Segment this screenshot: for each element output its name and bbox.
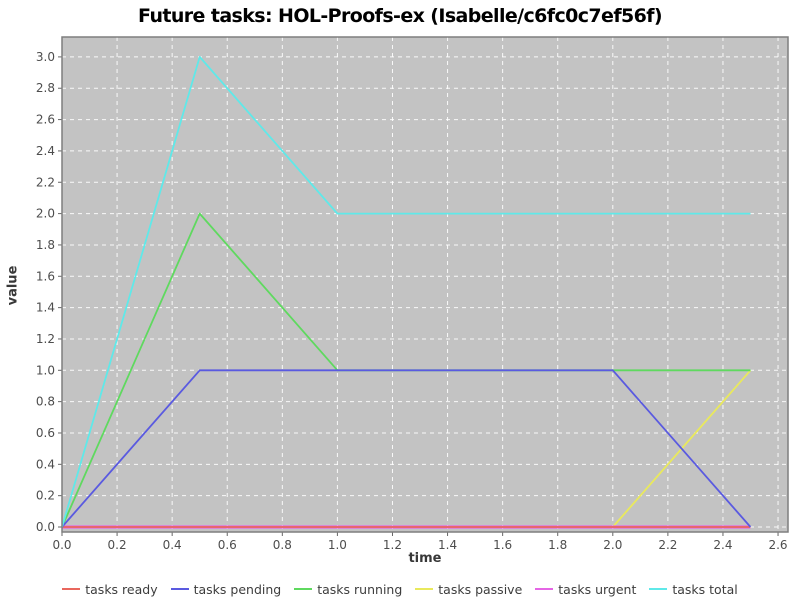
x-axis-label: time xyxy=(408,551,442,566)
y-axis-label: value xyxy=(5,265,21,306)
chart-title: Future tasks: HOL-Proofs-ex (Isabelle/c6… xyxy=(138,5,663,27)
y-tick-label: 1.0 xyxy=(36,363,55,377)
legend-item-tasks-passive: tasks passive xyxy=(415,582,522,597)
x-tick-label: 0.0 xyxy=(52,538,71,552)
y-tick-label: 0.8 xyxy=(36,395,55,409)
y-tick-label: 1.8 xyxy=(36,238,55,252)
legend-label: tasks pending xyxy=(193,581,282,597)
x-tick-label: 0.2 xyxy=(108,538,127,552)
y-tick-label: 0.6 xyxy=(36,426,55,440)
legend-swatch xyxy=(535,588,554,590)
legend-label: tasks passive xyxy=(438,581,523,597)
y-tick-label: 2.4 xyxy=(36,144,55,158)
x-tick-label: 2.2 xyxy=(658,538,677,552)
x-tick-label: 2.0 xyxy=(603,538,622,552)
x-tick-label: 2.6 xyxy=(768,538,787,552)
series-line-tasks-total xyxy=(61,56,751,528)
legend-item-tasks-pending: tasks pending xyxy=(170,581,282,597)
x-tick-label: 0.8 xyxy=(273,538,292,552)
plot-border xyxy=(61,36,789,533)
legend-item-tasks-running: tasks running xyxy=(294,582,402,597)
x-tick-label: 1.0 xyxy=(328,538,347,552)
legend-swatch xyxy=(62,588,81,590)
x-tick-label: 0.6 xyxy=(218,538,237,552)
y-tick-label: 2.2 xyxy=(36,175,55,189)
x-tick-label: 0.4 xyxy=(163,538,182,552)
x-tick-label: 1.6 xyxy=(493,538,512,552)
y-tick-label: 0.4 xyxy=(36,457,55,471)
y-tick-label: 2.0 xyxy=(36,207,55,221)
legend-item-tasks-total: tasks total xyxy=(649,581,738,597)
series-line-tasks-pending xyxy=(61,369,752,528)
legend-swatch xyxy=(649,588,668,590)
legend-item-tasks-urgent: tasks urgent xyxy=(535,582,636,597)
legend-swatch xyxy=(170,588,189,590)
x-tick-label: 1.4 xyxy=(438,538,457,552)
plot-background xyxy=(62,37,788,532)
y-tick-label: 0.2 xyxy=(36,489,55,503)
y-tick-label: 3.0 xyxy=(36,50,55,64)
legend-label: tasks total xyxy=(672,581,738,597)
x-tick-label: 2.4 xyxy=(713,538,732,552)
y-tick-label: 0.0 xyxy=(36,520,55,534)
legend-swatch xyxy=(415,588,434,590)
legend-swatch xyxy=(294,588,313,590)
y-tick-label: 2.6 xyxy=(36,113,55,127)
y-tick-label: 1.2 xyxy=(36,332,55,346)
y-tick-label: 1.6 xyxy=(36,269,55,283)
x-tick-label: 1.8 xyxy=(548,538,567,552)
y-tick-label: 1.4 xyxy=(36,301,55,315)
legend: tasks ready tasks pending tasks running tas… xyxy=(0,579,800,599)
legend-label: tasks running xyxy=(317,581,403,597)
legend-label: tasks ready xyxy=(85,581,158,597)
x-tick-label: 1.2 xyxy=(383,538,402,552)
legend-label: tasks urgent xyxy=(558,581,637,597)
y-tick-label: 2.8 xyxy=(36,81,55,95)
legend-item-tasks-ready: tasks ready xyxy=(62,581,158,597)
